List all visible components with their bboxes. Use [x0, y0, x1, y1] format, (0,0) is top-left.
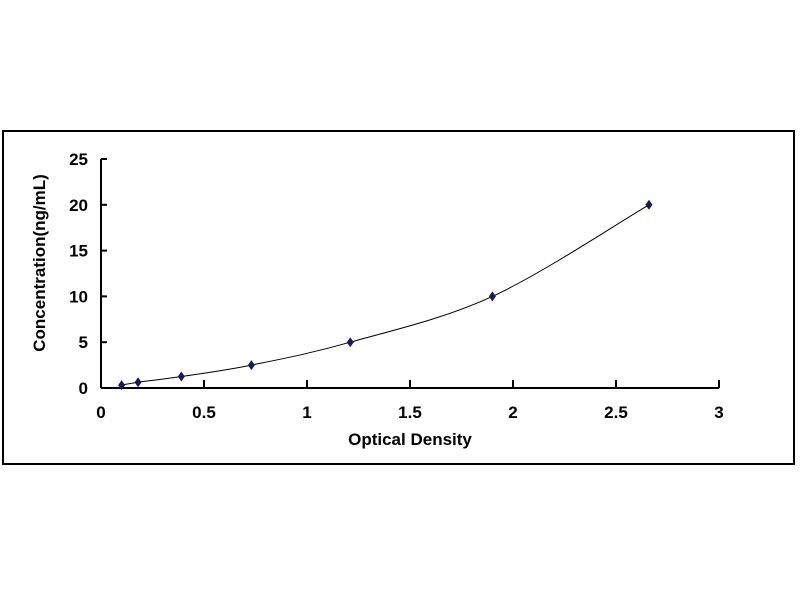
data-point	[118, 380, 126, 391]
data-point	[177, 371, 185, 382]
data-point	[645, 199, 653, 210]
axes	[100, 158, 720, 389]
y-tick-label: 20	[69, 196, 88, 215]
y-tick-label: 25	[69, 150, 88, 169]
y-tick-label: 10	[69, 287, 88, 306]
data-point	[488, 291, 496, 302]
x-tick-label: 2.5	[604, 403, 628, 422]
data-point	[346, 337, 354, 348]
chart-frame	[2, 130, 795, 465]
x-axis-label: Optical Density	[348, 430, 472, 449]
x-tick-label: 0	[96, 403, 105, 422]
tick-labels: 0 0.5 1 1.5 2 2.5 3 0 5 10 15 20 25	[69, 150, 724, 422]
x-tick-label: 2	[508, 403, 517, 422]
x-tick-label: 3	[714, 403, 723, 422]
data-points	[118, 199, 653, 391]
y-tick-label: 0	[79, 379, 88, 398]
y-axis-label: Concentration(ng/mL)	[30, 174, 49, 352]
x-tick-label: 1	[302, 403, 311, 422]
y-tick-label: 5	[79, 333, 88, 352]
data-point	[134, 377, 142, 388]
y-tick-label: 15	[69, 242, 88, 261]
x-tick-label: 0.5	[192, 403, 216, 422]
data-point	[247, 360, 255, 371]
fit-curve	[121, 204, 650, 386]
x-tick-label: 1.5	[398, 403, 422, 422]
